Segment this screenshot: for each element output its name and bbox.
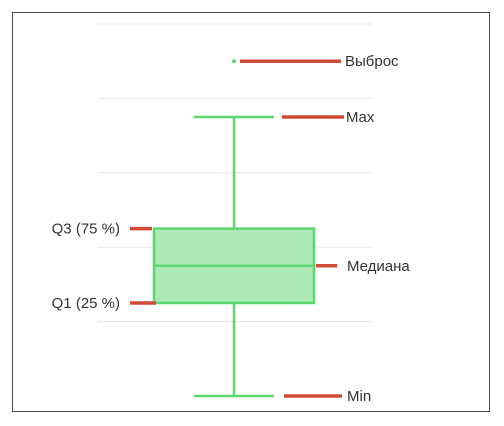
min-label: Min xyxy=(347,388,371,405)
q3-label: Q3 (75 %) xyxy=(52,221,120,238)
annotation-labels: Выброс Max Q3 (75 %) Медиана Q1 (25 %) M… xyxy=(52,53,411,405)
median-label: Медиана xyxy=(347,258,410,275)
q1-label: Q1 (25 %) xyxy=(52,295,120,312)
annotation-markers xyxy=(130,59,344,398)
outlier-point xyxy=(232,59,236,64)
chart-frame xyxy=(12,12,490,412)
max-label: Max xyxy=(346,109,375,126)
outlier-label: Выброс xyxy=(345,53,399,70)
boxplot xyxy=(152,59,316,398)
